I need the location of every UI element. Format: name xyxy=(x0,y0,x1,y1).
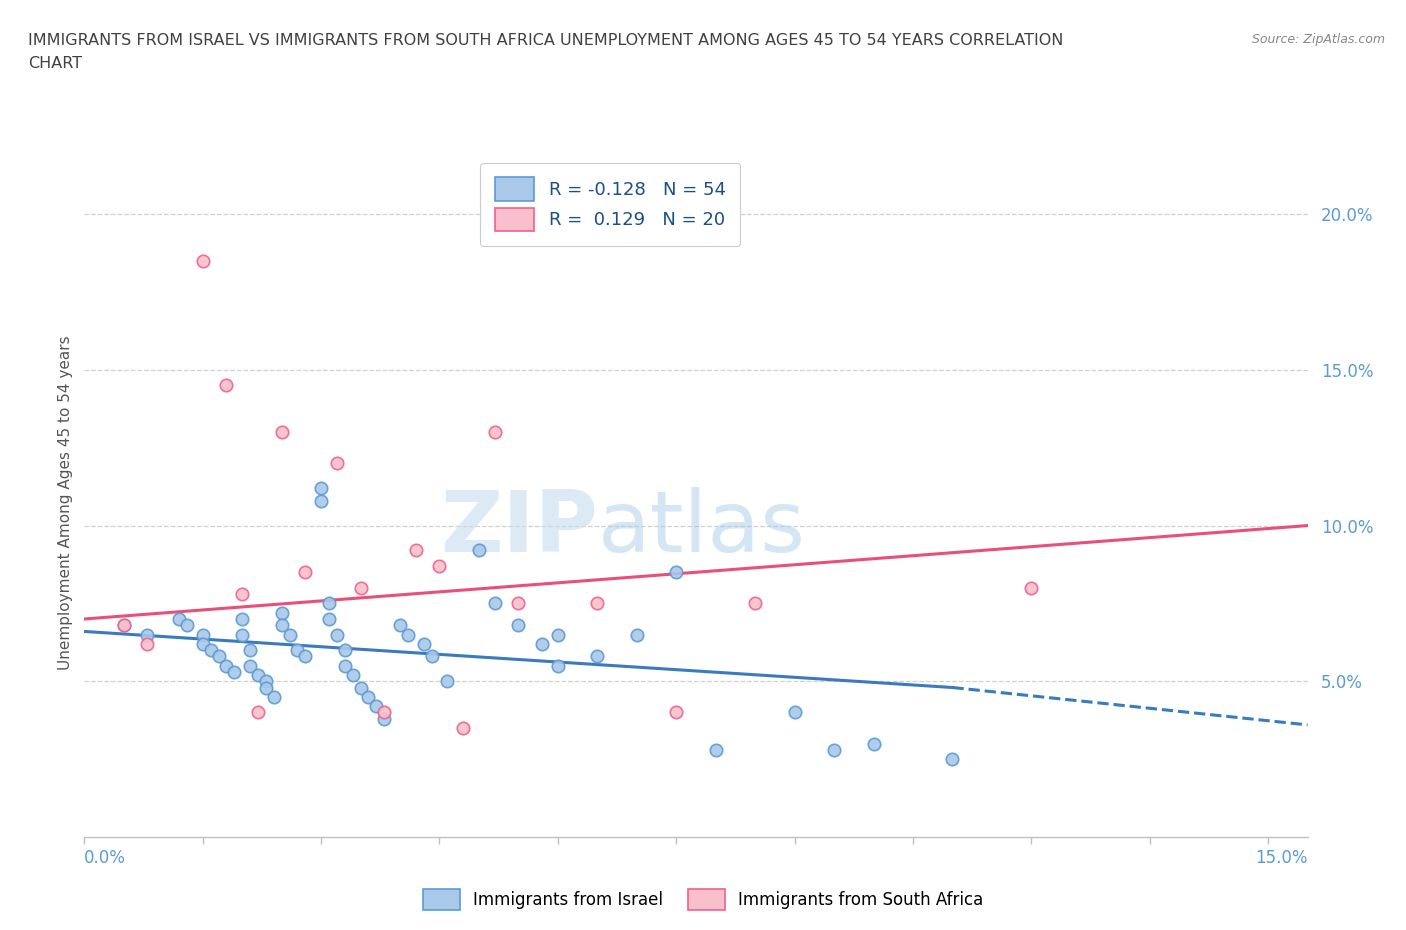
Point xyxy=(744,596,766,611)
Point xyxy=(508,596,530,611)
Point xyxy=(333,643,356,658)
Point xyxy=(396,627,419,642)
Point xyxy=(586,596,609,611)
Point xyxy=(451,721,474,736)
Point xyxy=(436,674,458,689)
Point xyxy=(207,649,229,664)
Point xyxy=(318,596,340,611)
Point xyxy=(200,643,222,658)
Point xyxy=(412,636,434,651)
Point xyxy=(373,711,395,726)
Point xyxy=(665,565,688,579)
Point xyxy=(191,636,214,651)
Text: ZIP: ZIP xyxy=(440,487,598,570)
Point xyxy=(420,649,443,664)
Point xyxy=(231,612,253,627)
Point xyxy=(484,425,506,440)
Point xyxy=(215,658,238,673)
Text: CHART: CHART xyxy=(28,56,82,71)
Point xyxy=(389,618,412,632)
Point xyxy=(270,618,292,632)
Point xyxy=(704,742,727,757)
Point xyxy=(349,580,371,595)
Text: Source: ZipAtlas.com: Source: ZipAtlas.com xyxy=(1251,33,1385,46)
Point xyxy=(112,618,135,632)
Point xyxy=(239,658,262,673)
Point xyxy=(278,627,301,642)
Point xyxy=(270,605,292,620)
Point xyxy=(665,705,688,720)
Point xyxy=(263,689,285,704)
Point xyxy=(215,378,238,392)
Legend: R = -0.128   N = 54, R =  0.129   N = 20: R = -0.128 N = 54, R = 0.129 N = 20 xyxy=(481,163,741,246)
Point xyxy=(405,543,427,558)
Point xyxy=(318,612,340,627)
Point xyxy=(547,658,569,673)
Point xyxy=(429,559,451,574)
Point xyxy=(136,627,159,642)
Point xyxy=(1021,580,1043,595)
Point xyxy=(366,698,388,713)
Point xyxy=(112,618,135,632)
Point xyxy=(783,705,806,720)
Point xyxy=(167,612,190,627)
Point xyxy=(254,680,277,695)
Point xyxy=(862,737,884,751)
Point xyxy=(231,587,253,602)
Point xyxy=(823,742,845,757)
Point xyxy=(294,565,316,579)
Y-axis label: Unemployment Among Ages 45 to 54 years: Unemployment Among Ages 45 to 54 years xyxy=(58,335,73,670)
Point xyxy=(246,705,269,720)
Text: IMMIGRANTS FROM ISRAEL VS IMMIGRANTS FROM SOUTH AFRICA UNEMPLOYMENT AMONG AGES 4: IMMIGRANTS FROM ISRAEL VS IMMIGRANTS FRO… xyxy=(28,33,1063,47)
Point xyxy=(224,665,246,680)
Point xyxy=(342,668,364,683)
Point xyxy=(326,456,349,471)
Point xyxy=(586,649,609,664)
Point xyxy=(246,668,269,683)
Text: 15.0%: 15.0% xyxy=(1256,849,1308,867)
Point xyxy=(547,627,569,642)
Point xyxy=(626,627,648,642)
Point xyxy=(239,643,262,658)
Point xyxy=(373,705,395,720)
Point xyxy=(309,493,332,508)
Text: atlas: atlas xyxy=(598,487,806,570)
Point xyxy=(333,658,356,673)
Text: 0.0%: 0.0% xyxy=(84,849,127,867)
Point xyxy=(357,689,380,704)
Point xyxy=(136,636,159,651)
Point xyxy=(484,596,506,611)
Point xyxy=(191,627,214,642)
Point xyxy=(508,618,530,632)
Point xyxy=(941,751,963,766)
Point xyxy=(326,627,349,642)
Point xyxy=(468,543,491,558)
Point xyxy=(294,649,316,664)
Point xyxy=(191,253,214,268)
Point xyxy=(176,618,198,632)
Point xyxy=(270,425,292,440)
Point xyxy=(309,481,332,496)
Point xyxy=(254,674,277,689)
Point xyxy=(287,643,309,658)
Legend: Immigrants from Israel, Immigrants from South Africa: Immigrants from Israel, Immigrants from … xyxy=(416,883,990,917)
Point xyxy=(349,680,371,695)
Point xyxy=(531,636,554,651)
Point xyxy=(231,627,253,642)
